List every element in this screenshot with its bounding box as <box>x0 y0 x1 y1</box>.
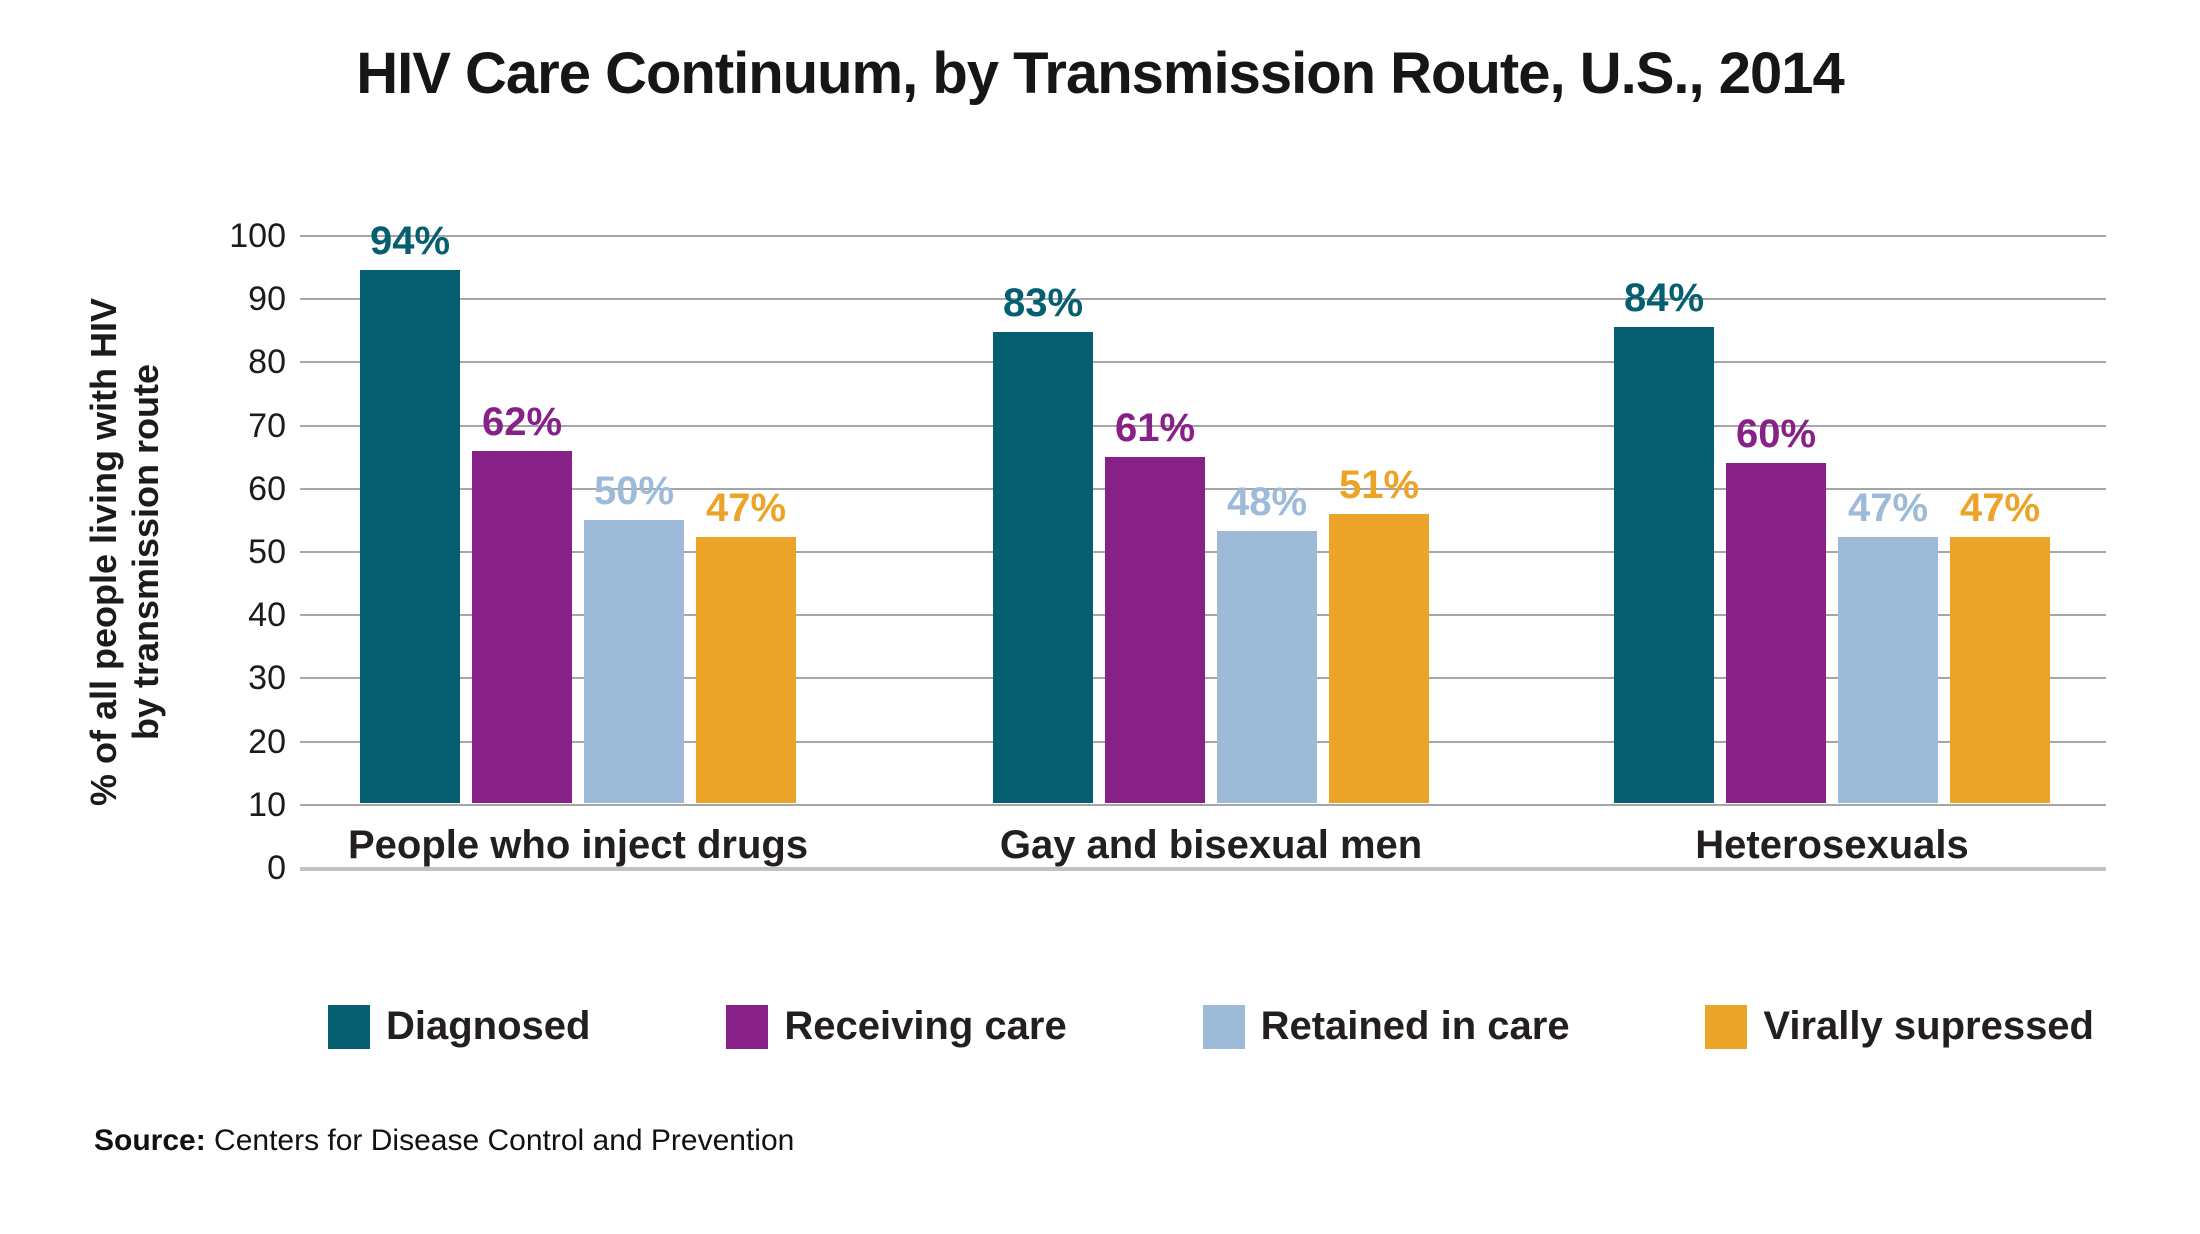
bar-value-label: 51% <box>1339 462 1420 507</box>
legend-label: Virally supressed <box>1763 1004 2094 1048</box>
bar-group-bars: 83% 61% 48% 51% <box>993 236 1430 803</box>
bar-retained-in-care: 47% <box>1838 486 1938 803</box>
bar-virally-supressed: 47% <box>1950 486 2050 803</box>
bar-group: 83% 61% 48% 51% Gay and bisexual men <box>993 236 1430 868</box>
bar-value-label: 94% <box>370 219 451 264</box>
y-axis-title-line1: % of all people living with HIV <box>83 297 124 807</box>
y-tick-label-20: 20 <box>248 722 286 761</box>
bar-diagnosed: 83% <box>993 281 1094 803</box>
category-label: Gay and bisexual men <box>999 823 1423 867</box>
y-tick-label-30: 30 <box>248 659 286 698</box>
y-tick-label-60: 60 <box>248 469 286 508</box>
source-text: Centers for Disease Control and Preventi… <box>205 1124 795 1157</box>
legend-item-virally-supressed: Virally supressed <box>1705 1004 2094 1049</box>
bar-value-label: 84% <box>1623 275 1705 320</box>
y-tick-label-80: 80 <box>248 343 286 382</box>
category-label: People who inject drugs <box>348 823 809 867</box>
bar-value-label: 60% <box>1735 411 1817 456</box>
bar-value-label: 48% <box>1227 479 1308 524</box>
bar-virally-supressed: 47% <box>696 486 797 803</box>
gridline-70 <box>300 424 2106 427</box>
bar-value-label: 47% <box>706 485 787 530</box>
legend-label: Retained in care <box>1260 1004 1570 1048</box>
y-tick-label-40: 40 <box>248 596 286 635</box>
y-axis-tick-labels: 100 90 80 70 60 50 40 30 20 10 0 <box>150 219 286 885</box>
bar-value-label: 61% <box>1115 406 1196 451</box>
source-note: Source: Centers for Disease Control and … <box>94 1124 794 1158</box>
gridline-100 <box>300 235 2106 237</box>
legend: Diagnosed Receiving care Retained in care V… <box>328 1004 2094 1049</box>
bar-receiving-care: 62% <box>472 400 573 803</box>
chart-title: HIV Care Continuum, by Transmission Rout… <box>356 41 1845 106</box>
bar-diagnosed: 84% <box>1614 276 1714 803</box>
bar-receiving-care: 61% <box>1105 406 1206 803</box>
bar-value-label: 50% <box>594 468 675 513</box>
y-tick-label-70: 70 <box>248 406 286 445</box>
legend-label: Receiving care <box>784 1004 1067 1048</box>
bar-value-label: 47% <box>1959 485 2041 530</box>
y-tick-label-50: 50 <box>248 533 286 571</box>
bar-receiving-care: 60% <box>1726 412 1826 803</box>
legend-swatch <box>1705 1004 1748 1049</box>
gridline-80 <box>300 361 2106 364</box>
legend-label: Diagnosed <box>386 1004 591 1048</box>
legend-item-diagnosed: Diagnosed <box>328 1004 590 1049</box>
bar-diagnosed: 94% <box>360 219 461 803</box>
bar-value-label: 62% <box>482 400 563 445</box>
gridline-90 <box>300 298 2106 301</box>
bar-groups-row: 94% 62% 50% 47% People who inject drugs 83% 61… <box>300 219 2106 868</box>
bar-group-bars: 84% 60% 47% 47% <box>1614 236 2050 803</box>
y-tick-label-10: 10 <box>248 785 286 824</box>
legend-swatch <box>1202 1004 1245 1049</box>
bar-group-bars: 94% 62% 50% 47% <box>360 219 797 803</box>
bar-retained-in-care: 50% <box>584 469 685 803</box>
y-tick-label-0: 0 <box>267 849 286 887</box>
legend-item-receiving-care: Receiving care <box>726 1004 1067 1049</box>
bar-value-label: 83% <box>1003 281 1084 326</box>
legend-item-retained-in-care: Retained in care <box>1202 1004 1570 1049</box>
bar-group: 94% 62% 50% 47% People who inject drugs <box>348 219 809 868</box>
source-label: Source: <box>94 1124 206 1157</box>
legend-swatch <box>726 1004 769 1049</box>
bar-retained-in-care: 48% <box>1217 480 1318 803</box>
legend-swatch <box>328 1004 370 1049</box>
bar-group: 84% 60% 47% 47% Heterosexuals <box>1614 236 2050 868</box>
y-tick-label-90: 90 <box>248 280 286 319</box>
plot-area: 94% 62% 50% 47% People who inject drugs 83% 61… <box>300 219 2106 871</box>
bar-virally-supressed: 51% <box>1329 463 1430 803</box>
gridline-10 <box>300 803 2106 806</box>
bar-value-label: 47% <box>1847 485 1929 530</box>
category-label: Heterosexuals <box>1695 823 1969 867</box>
gridline-0 <box>300 867 2106 871</box>
y-tick-label-100: 100 <box>229 217 286 255</box>
